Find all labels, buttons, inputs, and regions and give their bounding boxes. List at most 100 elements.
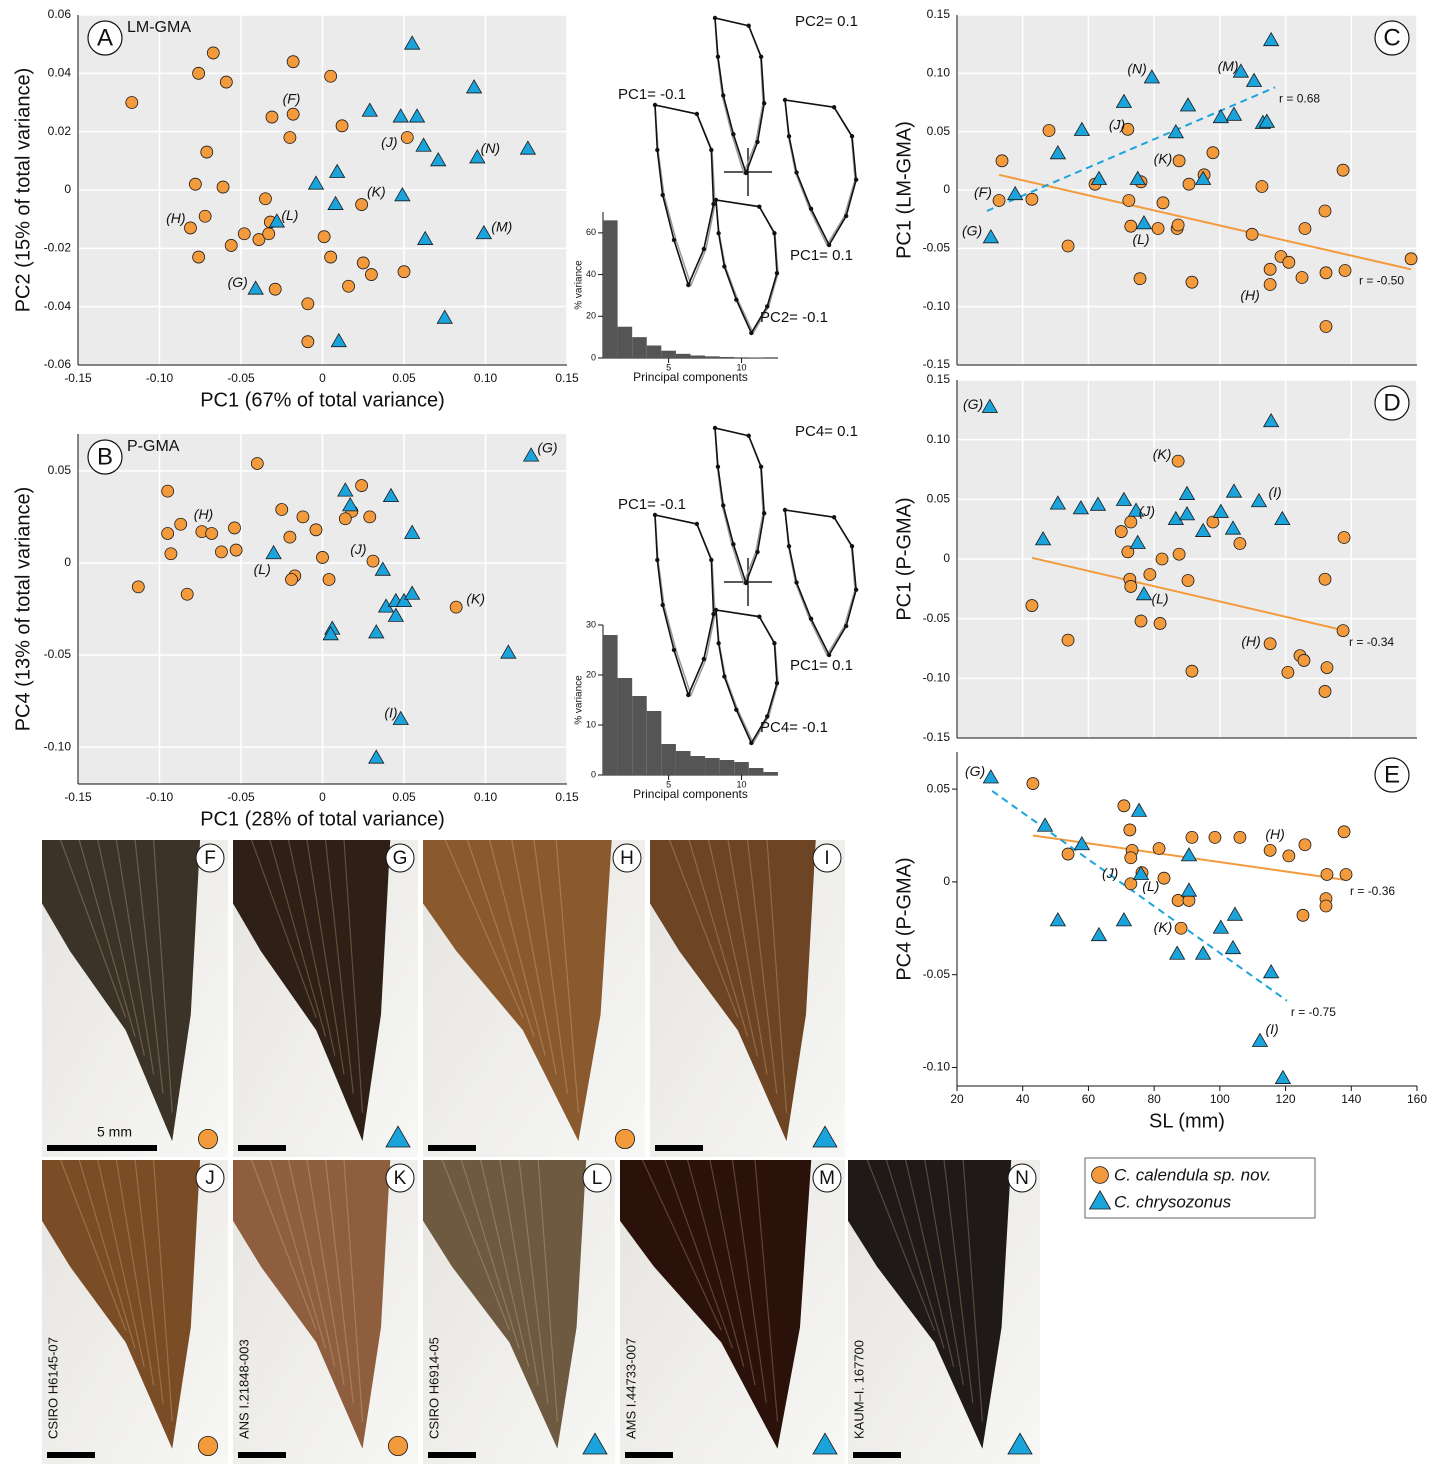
- circle-marker: [1153, 617, 1167, 630]
- fin-ray: [324, 1159, 354, 1404]
- point-annotation: (K): [466, 590, 485, 606]
- point-annotation: (M): [491, 219, 512, 235]
- x-tick-label: -0.05: [227, 371, 255, 385]
- landmark: [758, 54, 764, 59]
- triangle-marker: [1135, 585, 1153, 601]
- triangle-marker: [1212, 919, 1230, 934]
- specimen-label: AMS I.44733-007: [623, 1338, 638, 1439]
- y-tick-label: 0.06: [48, 7, 72, 21]
- fin: [233, 840, 391, 1142]
- triangle-marker: [982, 229, 1000, 244]
- fin-ray: [731, 1159, 767, 1404]
- circle-marker: [286, 55, 300, 69]
- y-tick-label: 0.10: [927, 432, 951, 446]
- landmark: [709, 147, 714, 153]
- triangle-marker: [1049, 145, 1067, 160]
- landmark: [715, 54, 721, 59]
- circle-marker: [1042, 124, 1056, 137]
- bar: [675, 751, 691, 775]
- circle-marker: [1338, 264, 1352, 277]
- bar: [617, 678, 633, 775]
- fin-ray: [511, 839, 557, 1075]
- triangle-marker: [374, 561, 392, 576]
- landmark: [731, 542, 736, 547]
- circle-marker: [1124, 580, 1138, 593]
- photo-letter: H: [620, 848, 634, 869]
- y-tick-label: 0.15: [927, 372, 951, 386]
- circle-marker: [1152, 842, 1166, 855]
- landmark: [849, 134, 855, 139]
- y-axis-title: PC2 (15% of total variance): [12, 68, 34, 313]
- circle-marker: [397, 265, 411, 279]
- photo-badge: [195, 1163, 225, 1193]
- point-annotation: (I): [1268, 484, 1281, 500]
- bar: [705, 758, 720, 775]
- circle-marker: [1208, 830, 1222, 844]
- circle-marker: [449, 600, 463, 614]
- triangle-marker: [268, 213, 286, 228]
- fin: [423, 1160, 587, 1449]
- landmark: [826, 242, 832, 248]
- y-tick-label: -0.05: [923, 967, 951, 981]
- circle-marker: [206, 46, 220, 60]
- triangle-marker: [1262, 964, 1280, 979]
- triangle-marker: [1274, 510, 1291, 526]
- shape-outline: [654, 103, 715, 288]
- scale-bar: [428, 1452, 476, 1458]
- fin-ray: [444, 839, 524, 1018]
- fin-ray: [287, 839, 336, 1056]
- circle-marker: [174, 517, 188, 531]
- triangle-marker: [1194, 522, 1212, 537]
- triangle-marker: [403, 524, 421, 539]
- landmark: [843, 213, 849, 219]
- circle-marker: [316, 551, 329, 564]
- fit-line: [998, 173, 1412, 271]
- triangle-marker: [1194, 945, 1212, 960]
- bar: [603, 220, 618, 358]
- point-annotation: (G): [228, 274, 248, 290]
- fin-ray: [668, 839, 739, 1018]
- fin-ray: [460, 1159, 520, 1349]
- circle-marker: [1336, 163, 1350, 177]
- y-tick-label: -0.10: [923, 1060, 951, 1074]
- circle-marker: [1174, 921, 1188, 935]
- photo-badge: [612, 843, 642, 873]
- x-tick-label: -0.05: [227, 790, 255, 804]
- triangle-marker: [982, 769, 1000, 784]
- triangle-marker: [1245, 72, 1263, 87]
- landmark: [722, 264, 727, 269]
- landmark: [713, 197, 719, 203]
- panel-badge: [87, 439, 123, 475]
- y-tick-label: 0: [943, 874, 950, 888]
- landmark: [831, 515, 837, 520]
- circle-marker: [215, 545, 228, 559]
- circle-marker: [301, 297, 315, 311]
- circle-marker: [1233, 830, 1247, 844]
- fin-ray: [489, 839, 546, 1056]
- y-tick-label: -0.02: [44, 241, 72, 255]
- x-tick-label: 120: [1276, 1092, 1296, 1106]
- circle-marker: [125, 96, 139, 109]
- circle-marker: [1263, 843, 1277, 857]
- circle-marker: [1143, 568, 1157, 581]
- landmark: [655, 147, 660, 153]
- circle-marker: [324, 250, 338, 264]
- triangle-marker: [415, 137, 432, 152]
- landmark: [758, 464, 764, 469]
- point-annotation: (L): [1142, 878, 1159, 894]
- triangle-marker: [812, 1125, 838, 1148]
- circle-marker: [301, 335, 315, 349]
- y-axis-title: PC1 (P-GMA): [893, 497, 915, 620]
- y-tick-label: 0: [64, 182, 71, 196]
- circle-marker: [1061, 633, 1075, 647]
- bar: [675, 353, 691, 358]
- circle-marker: [1025, 192, 1039, 206]
- y-tick-label: 40: [586, 269, 596, 279]
- landmark: [794, 170, 799, 175]
- x-tick-label: 0: [319, 790, 326, 804]
- circle-marker: [1151, 222, 1165, 235]
- point-annotation: (H): [1265, 826, 1284, 842]
- triangle-marker: [403, 35, 421, 50]
- triangle-marker: [1178, 485, 1196, 500]
- y-tick-label: 0.10: [927, 66, 951, 80]
